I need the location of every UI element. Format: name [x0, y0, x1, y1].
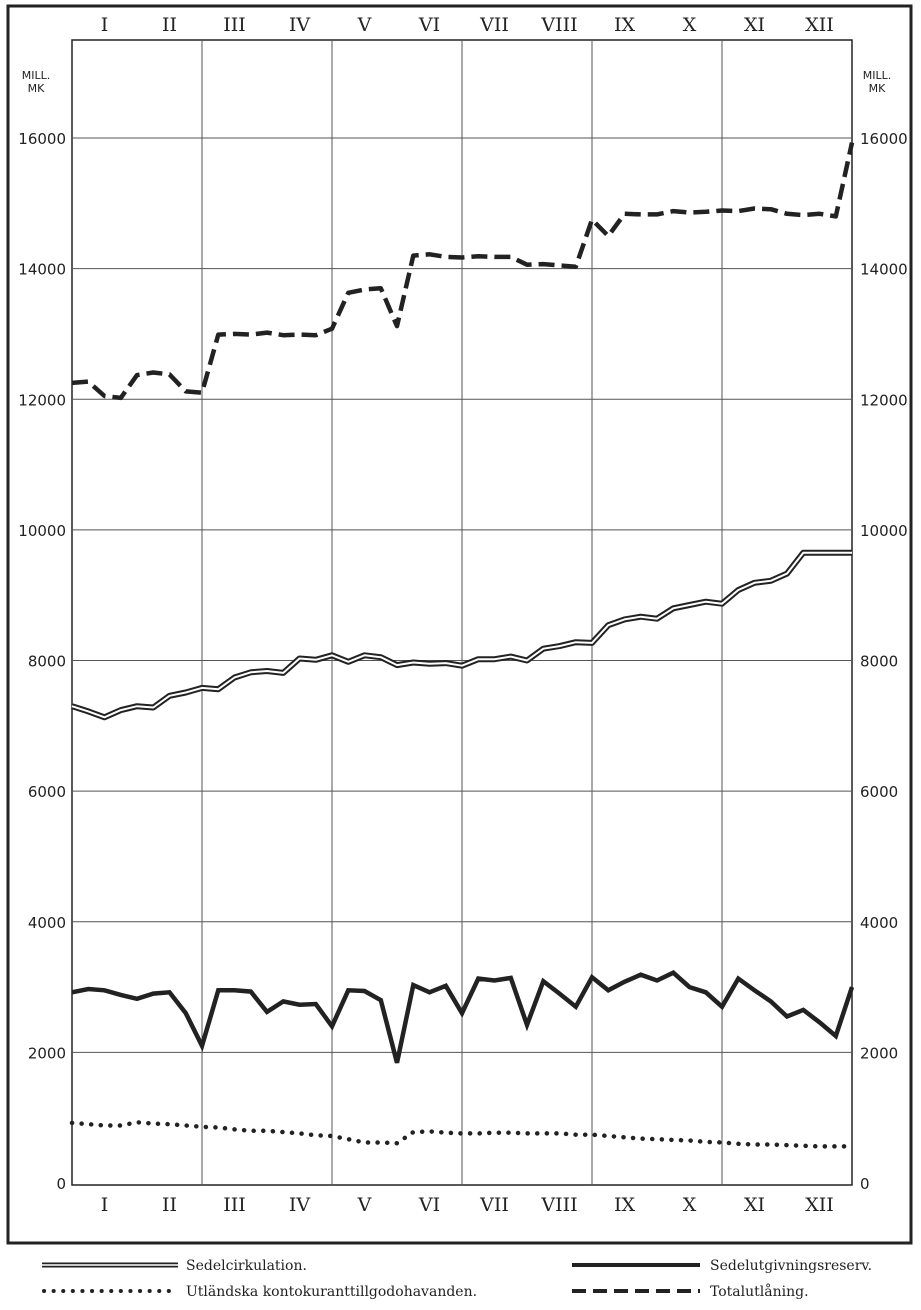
data-point-totalutlåning — [689, 212, 691, 214]
month-label-bottom: IV — [289, 1194, 311, 1216]
legend-item-sedelutgivningsreserv: Sedelutgivningsreserv. — [572, 1258, 872, 1274]
month-label-bottom: II — [162, 1194, 177, 1216]
data-point-utländska-kontokuranttillgodohavanden — [104, 1125, 106, 1127]
data-point-utländska-kontokuranttillgodohavanden — [153, 1123, 155, 1125]
y-tick-label-right: 2000 — [860, 1044, 898, 1062]
data-point-utländska-kontokuranttillgodohavanden — [705, 1141, 707, 1143]
month-label-top: I — [101, 14, 109, 36]
y-tick-label-left: 6000 — [28, 783, 66, 801]
legend-item-totalutlaning: Totalutlåning. — [572, 1283, 809, 1300]
month-label-bottom: VI — [418, 1194, 440, 1216]
y-tick-label-right: 0 — [860, 1175, 870, 1193]
month-label-bottom: VIII — [540, 1194, 577, 1216]
month-label-top: XII — [805, 14, 834, 36]
data-point-utländska-kontokuranttillgodohavanden — [445, 1132, 447, 1134]
legend-label-utlandska: Utländska kontokuranttillgodohavanden. — [186, 1284, 477, 1300]
month-label-bottom: XI — [744, 1194, 765, 1216]
data-point-totalutlåning — [559, 265, 561, 267]
y-tick-label-left: 2000 — [28, 1044, 66, 1062]
month-label-top: XI — [744, 14, 765, 36]
month-label-top: II — [162, 14, 177, 36]
y-tick-label-left: 8000 — [28, 653, 66, 671]
data-point-utländska-kontokuranttillgodohavanden — [380, 1142, 382, 1144]
series-line-utlandska — [69, 1120, 855, 1149]
data-point-utländska-kontokuranttillgodohavanden — [250, 1130, 252, 1132]
month-label-top: VIII — [540, 14, 577, 36]
data-point-totalutlåning — [250, 334, 252, 336]
grid — [72, 40, 852, 1185]
data-point-utländska-kontokuranttillgodohavanden — [494, 1132, 496, 1134]
data-point-utländska-kontokuranttillgodohavanden — [364, 1142, 366, 1144]
data-point-totalutlåning — [803, 214, 805, 216]
month-label-bottom: VII — [479, 1194, 509, 1216]
series-line-totalutlaning — [71, 142, 855, 401]
data-point-totalutlåning — [364, 289, 366, 291]
month-label-bottom: III — [223, 1194, 246, 1216]
legend-item-utlandska: Utländska kontokuranttillgodohavanden. — [42, 1284, 477, 1300]
data-point-utländska-kontokuranttillgodohavanden — [770, 1144, 772, 1146]
month-label-top: IV — [289, 14, 311, 36]
data-point-utländska-kontokuranttillgodohavanden — [754, 1144, 756, 1146]
series-line-sedelcirkulation-inner — [71, 551, 852, 719]
series-line-sedelutgivningsreserv — [71, 970, 855, 1064]
month-label-top: III — [223, 14, 246, 36]
y-tick-label-right: 14000 — [860, 261, 908, 279]
y-tick-label-left: 16000 — [18, 130, 66, 148]
month-label-top: VI — [418, 14, 440, 36]
month-label-bottom: I — [101, 1194, 109, 1216]
y-tick-label-left: 10000 — [18, 522, 66, 540]
data-point-totalutlåning — [608, 235, 610, 237]
legend: Sedelcirkulation. Sedelutgivningsreserv.… — [42, 1258, 872, 1300]
y-tick-label-right: 6000 — [860, 783, 898, 801]
month-label-top: X — [683, 14, 697, 36]
y-unit-left-line1: MILL. — [22, 69, 51, 82]
data-point-totalutlåning — [445, 256, 447, 258]
data-point-utländska-kontokuranttillgodohavanden — [266, 1130, 268, 1132]
y-tick-label-left: 0 — [56, 1175, 66, 1193]
y-tick-label-right: 16000 — [860, 130, 908, 148]
data-point-utländska-kontokuranttillgodohavanden — [819, 1146, 821, 1148]
data-point-utländska-kontokuranttillgodohavanden — [656, 1138, 658, 1140]
y-tick-label-right: 12000 — [860, 391, 908, 409]
legend-label-sedelutgivningsreserv: Sedelutgivningsreserv. — [710, 1258, 872, 1274]
data-point-utländska-kontokuranttillgodohavanden — [543, 1133, 545, 1135]
y-tick-label-left: 12000 — [18, 391, 66, 409]
legend-label-totalutlaning: Totalutlåning. — [710, 1283, 809, 1300]
data-point-utländska-kontokuranttillgodohavanden — [559, 1133, 561, 1135]
data-point-totalutlåning — [738, 210, 740, 212]
data-point-utländska-kontokuranttillgodohavanden — [315, 1135, 317, 1137]
y-tick-label-left: 14000 — [18, 261, 66, 279]
y-tick-label-right: 4000 — [860, 914, 898, 932]
y-unit-right-line2: MK — [869, 82, 886, 95]
data-point-utländska-kontokuranttillgodohavanden — [88, 1123, 90, 1125]
data-point-totalutlåning — [299, 334, 301, 336]
month-label-top: VII — [479, 14, 509, 36]
legend-label-sedelcirkulation: Sedelcirkulation. — [186, 1258, 307, 1274]
month-label-top: IX — [614, 14, 636, 36]
month-label-bottom: X — [683, 1194, 697, 1216]
y-tick-label-right: 8000 — [860, 653, 898, 671]
y-unit-right-line1: MILL. — [863, 69, 892, 82]
y-tick-label-right: 10000 — [860, 522, 908, 540]
series-layer — [69, 142, 855, 1149]
axis-labels: 0 0 2000 2000 4000 4000 6000 6000 8000 8000 10000 1… — [18, 14, 907, 1216]
y-tick-label-left: 4000 — [28, 914, 66, 932]
y-unit-left-line2: MK — [28, 82, 45, 95]
legend-item-sedelcirkulation: Sedelcirkulation. — [42, 1258, 307, 1274]
month-label-bottom: V — [357, 1194, 372, 1216]
chart-frame — [6, 4, 913, 1245]
data-point-utländska-kontokuranttillgodohavanden — [608, 1135, 610, 1137]
month-label-bottom: IX — [614, 1194, 636, 1216]
month-label-bottom: XII — [805, 1194, 834, 1216]
month-label-top: V — [357, 14, 372, 36]
